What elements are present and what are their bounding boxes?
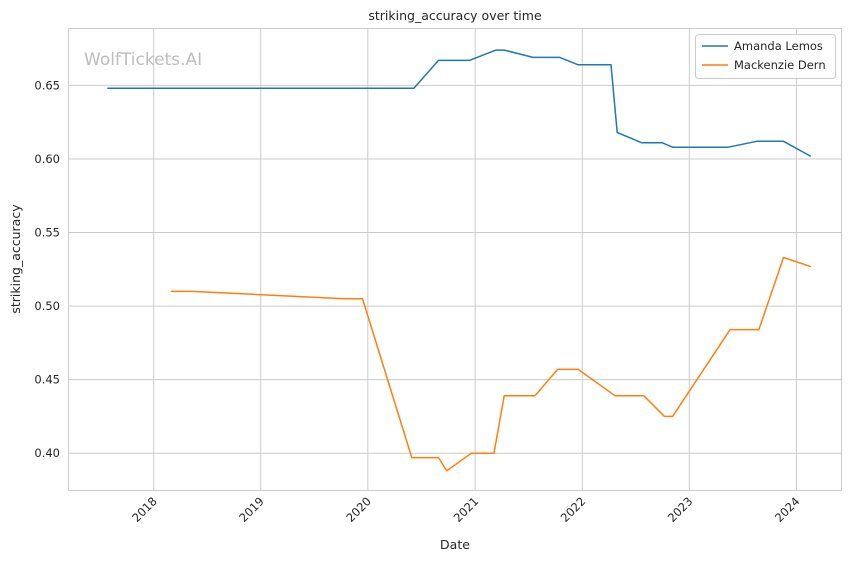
y-tick-label: 0.55	[34, 226, 60, 240]
x-tick-label: 2022	[558, 494, 589, 525]
x-tick-label: 2019	[236, 494, 267, 525]
y-axis-label: striking_accuracy	[8, 204, 23, 314]
x-tick-label: 2024	[772, 494, 803, 525]
legend-label-amanda-lemos: Amanda Lemos	[734, 39, 823, 53]
y-tick-label: 0.65	[34, 78, 60, 92]
series-line-mackenzie-dern	[170, 256, 811, 472]
chart-title: striking_accuracy over time	[368, 8, 542, 23]
series-line-amanda-lemos	[107, 49, 811, 157]
x-tick-label: 2023	[665, 494, 696, 525]
x-tick-label: 2020	[343, 494, 374, 525]
x-axis-label: Date	[440, 537, 470, 552]
legend-label-mackenzie-dern: Mackenzie Dern	[734, 58, 826, 72]
watermark: WolfTickets.AI	[84, 50, 202, 70]
series-layer	[107, 49, 811, 472]
y-tick-label: 0.50	[34, 299, 60, 313]
y-tick-label: 0.40	[34, 446, 60, 460]
plot-frame	[68, 28, 842, 491]
grid-layer	[68, 28, 841, 490]
y-tick-label: 0.45	[34, 373, 60, 387]
x-tick-label: 2018	[129, 494, 160, 525]
x-tick-labels: 2018 2019 2020 2021 2022 2023 2024	[129, 494, 802, 525]
x-tick-label: 2021	[451, 494, 482, 525]
y-tick-labels: 0.40 0.45 0.50 0.55 0.60 0.65	[34, 78, 60, 460]
legend-items: Amanda Lemos Mackenzie Dern	[702, 39, 826, 72]
y-tick-label: 0.60	[34, 152, 60, 166]
legend: Amanda Lemos Mackenzie Dern	[695, 34, 836, 79]
legend-box	[695, 34, 836, 79]
